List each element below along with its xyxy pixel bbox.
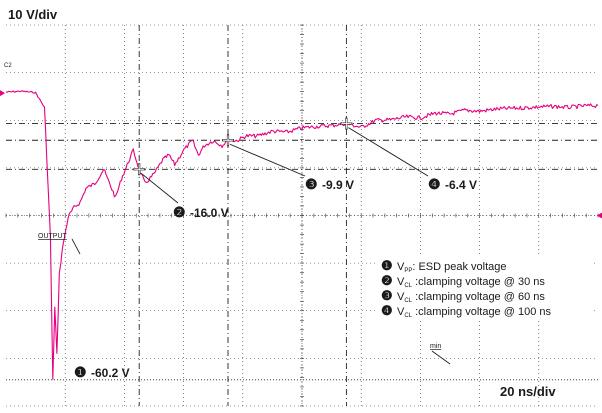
marker-leader-line bbox=[348, 127, 429, 177]
grid bbox=[5, 24, 599, 407]
marker-number: ❹ bbox=[428, 176, 441, 192]
legend-background bbox=[378, 255, 592, 321]
horizontal-scale-label: 20 ns/div bbox=[500, 384, 556, 399]
trigger-level-marker bbox=[597, 212, 602, 219]
marker-value-label: -6.4 V bbox=[445, 178, 477, 192]
marker-cross-highlight bbox=[134, 164, 145, 175]
legend-entry: VPP: ESD peak voltage bbox=[397, 261, 507, 274]
legend-number: ❷ bbox=[381, 273, 393, 288]
marker-number: ❸ bbox=[305, 176, 318, 192]
legend-number: ❹ bbox=[381, 303, 393, 318]
min-label-pointer bbox=[431, 350, 451, 365]
trace-layer bbox=[0, 90, 602, 380]
channel-label: C2 bbox=[4, 63, 12, 69]
marker-number: ❷ bbox=[173, 204, 186, 220]
marker-cross-highlight bbox=[223, 135, 233, 146]
marker-leader-line bbox=[140, 172, 179, 204]
legend-entry: VCL :clamping voltage @ 30 ns bbox=[397, 276, 545, 289]
marker-cross-highlight bbox=[341, 118, 352, 129]
marker-leader-line bbox=[229, 143, 306, 177]
output-label: OUTPUT bbox=[38, 233, 68, 240]
marker-value-label: -9.9 V bbox=[322, 178, 354, 192]
legend-number: ❶ bbox=[381, 258, 393, 273]
channel-ground-marker bbox=[0, 90, 5, 97]
marker-value-label: -60.2 V bbox=[91, 366, 130, 380]
reference-lines bbox=[6, 25, 598, 406]
marker-layer: ❶ -60.2 V ❷ -16.0 V ❸ -9.9 V ❹ -6.4 V bbox=[74, 117, 477, 380]
trace-series bbox=[5, 90, 599, 380]
marker-number: ❶ bbox=[74, 364, 87, 380]
legend-entry: VCL :clamping voltage @ 100 ns bbox=[397, 306, 551, 319]
vertical-scale-label: 10 V/div bbox=[8, 7, 58, 22]
marker-value-label: -16.0 V bbox=[190, 206, 229, 220]
min-label: min bbox=[430, 343, 441, 350]
legend-entry: VCL :clamping voltage @ 60 ns bbox=[397, 291, 545, 304]
output-label-pointer bbox=[71, 238, 81, 255]
legend: ❶ VPP: ESD peak voltage ❷ VCL :clamping vol… bbox=[378, 255, 592, 321]
legend-number: ❸ bbox=[381, 288, 393, 303]
